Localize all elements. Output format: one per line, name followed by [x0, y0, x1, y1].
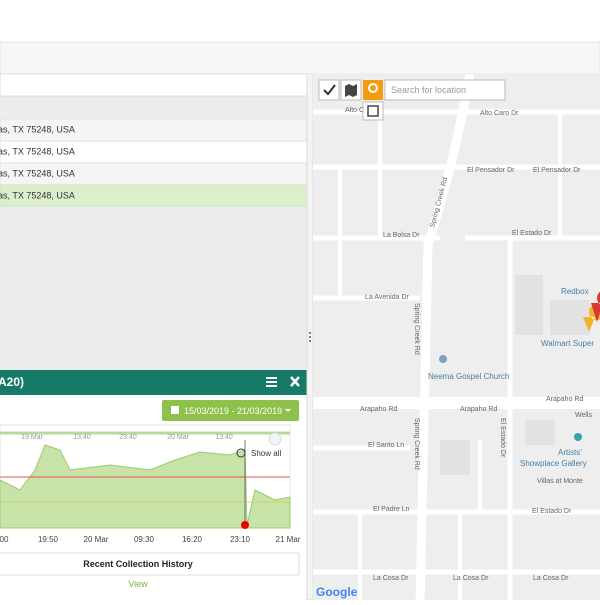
scroll-handle[interactable] [268, 432, 282, 446]
history-link[interactable]: View [128, 579, 148, 589]
location-button[interactable] [363, 80, 383, 100]
street-label: La Cosa Dr [373, 575, 409, 582]
map[interactable]: Alto Caro Dr Alto Caro Dr El Pensador Dr… [313, 74, 600, 600]
timeline-label: 13:40 [215, 434, 233, 441]
poi-label: Showplace Gallery [520, 459, 587, 468]
row-text: as, TX 75248, USA [0, 190, 75, 200]
toolbar [0, 41, 600, 75]
street-label: Arapaho Rd [360, 406, 397, 413]
axis-label: 21 Mar [276, 535, 301, 544]
street-label: La Avenida Dr [365, 294, 410, 301]
google-logo: Google [316, 585, 358, 599]
poi-label: Redbox [561, 287, 589, 296]
street-label: El Estado Dr [532, 508, 572, 515]
street-label: La Cosa Dr [533, 575, 569, 582]
close-icon[interactable] [290, 376, 300, 387]
splitter-grip [309, 332, 311, 342]
menu-icon[interactable] [266, 377, 277, 387]
axis-label: 09:30 [134, 535, 155, 544]
street-label: El Padre Ln [373, 506, 410, 513]
roads [313, 74, 600, 600]
pin-icon [368, 83, 378, 93]
zoom-icon[interactable] [236, 448, 246, 458]
row-text: as, TX 75248, USA [0, 146, 75, 156]
street-label: El Estado Dr [499, 418, 506, 458]
poi-label: Walmart Super [541, 339, 594, 348]
map-icon [345, 84, 357, 97]
row-text: as, TX 75248, USA [0, 124, 75, 134]
axis-label: 00 [0, 535, 9, 544]
date-button[interactable] [162, 400, 299, 421]
poi-label: Wells [575, 412, 592, 419]
street-label: Spring Creek Rd [413, 303, 420, 355]
markers[interactable] [583, 290, 600, 332]
blocks [440, 275, 590, 475]
street-label: La Cosa Dr [453, 575, 489, 582]
point [241, 521, 249, 529]
street-label: Arapaho Rd [460, 406, 497, 413]
poi-label: Artists' [558, 448, 582, 457]
panel-title: A20) [0, 375, 24, 389]
timeline-label: 20 Mar [167, 434, 189, 441]
timeline-label: 13:40 [73, 434, 91, 441]
timeline-label: 23:40 [119, 434, 137, 441]
row-text: as, TX 75248, USA [0, 168, 75, 178]
table-bg [0, 74, 307, 370]
street-label: El Estado Dr [512, 230, 552, 237]
history-title: Recent Collection History [83, 559, 193, 569]
street-label: El Pensador Dr [533, 167, 581, 174]
street-label: Spring Creek Rd [413, 418, 420, 470]
axis-label: 19:50 [38, 535, 59, 544]
axis-label: 20 Mar [84, 535, 109, 544]
poi-icon [439, 355, 447, 363]
show-all[interactable]: Show all [251, 449, 281, 458]
axis-label: 16:20 [182, 535, 203, 544]
timeline-label: 19 Mar [21, 434, 43, 441]
panel-header [0, 370, 307, 395]
search-placeholder: Search for location [391, 85, 466, 95]
street-label: El Pensador Dr [467, 167, 515, 174]
poi-label: Neema Gospel Church [428, 372, 509, 381]
street-label: La Bolsa Dr [383, 232, 420, 239]
select-button[interactable] [362, 101, 384, 121]
caret [285, 409, 291, 412]
poi-icon [574, 433, 582, 441]
check-icon [323, 84, 336, 96]
table-header [0, 73, 308, 97]
date-range: 15/03/2019 - 21/03/2019 [184, 406, 282, 416]
area [0, 444, 291, 529]
search-box[interactable] [384, 79, 506, 101]
top-bar [0, 0, 600, 42]
street-label: Alto Caro Dr [480, 110, 519, 117]
select-icon [367, 105, 379, 117]
street-label: El Santo Ln [368, 442, 404, 449]
check-button[interactable] [318, 79, 340, 101]
street-label: Arapaho Rd [546, 396, 583, 403]
poi-label: Villas at Monte [537, 478, 583, 485]
axis-label: 23:10 [230, 535, 251, 544]
history-box [0, 552, 300, 576]
calendar-icon [171, 406, 179, 414]
